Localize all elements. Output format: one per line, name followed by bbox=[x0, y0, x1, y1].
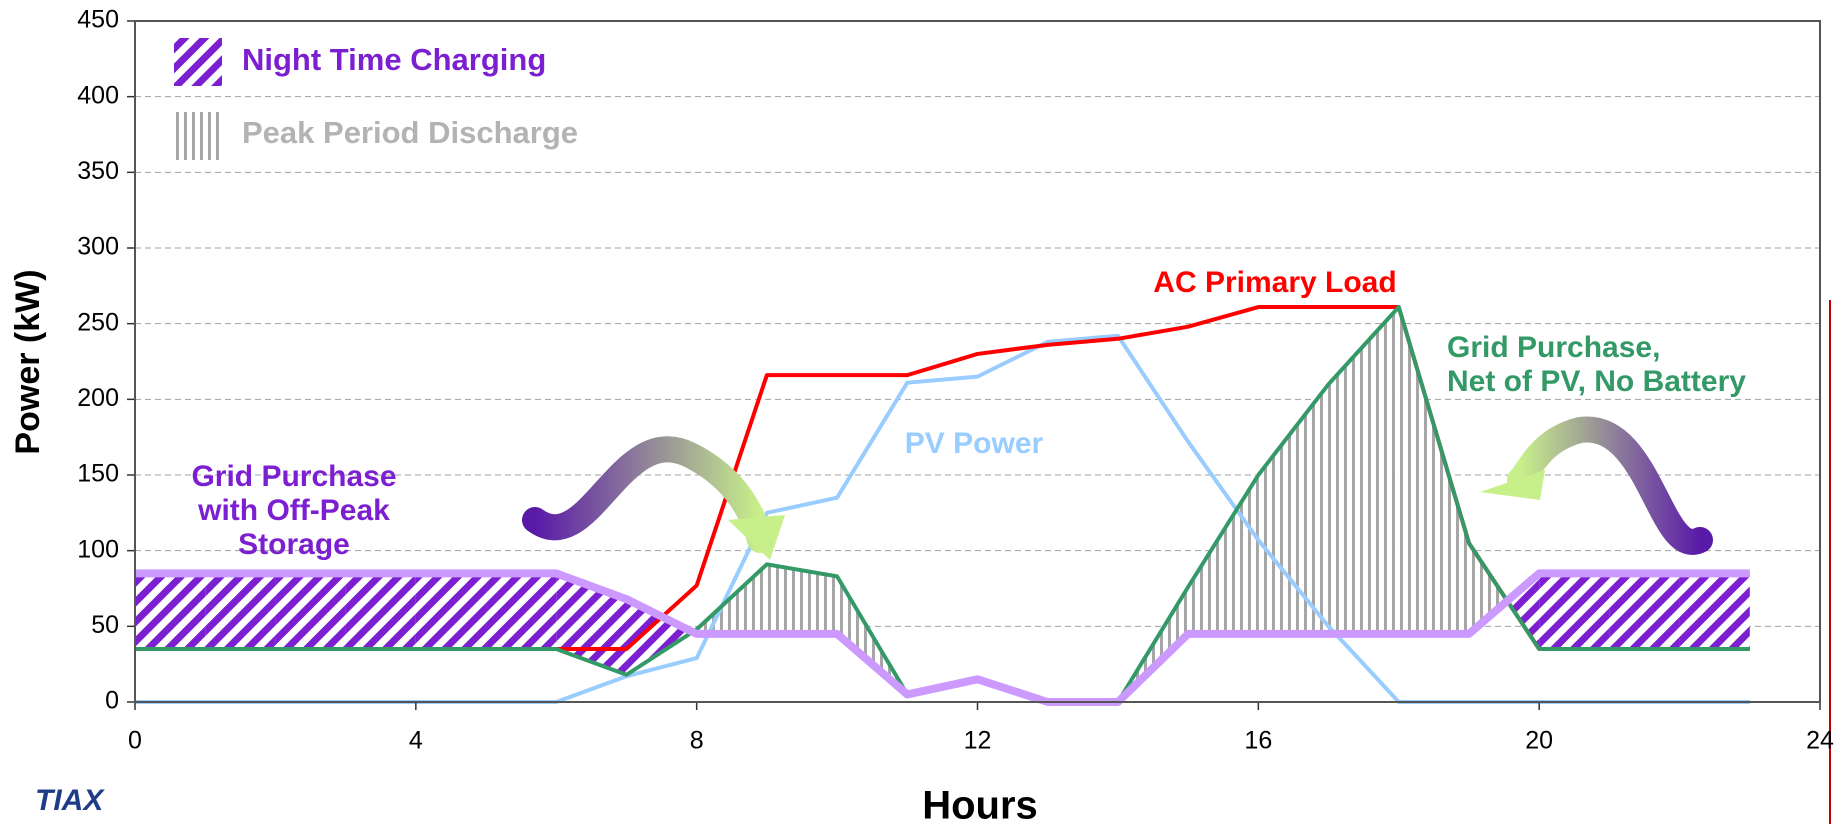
charging-area bbox=[135, 573, 205, 649]
legend-label: Night Time Charging bbox=[242, 42, 546, 77]
charging-area bbox=[205, 573, 275, 649]
y-tick-label: 300 bbox=[77, 233, 119, 261]
y-axis-title: Power (kW) bbox=[9, 269, 47, 454]
x-tick-label: 24 bbox=[1806, 727, 1834, 755]
discharge-area bbox=[1329, 307, 1399, 634]
x-tick-label: 20 bbox=[1525, 727, 1553, 755]
legend-swatch bbox=[174, 38, 222, 86]
x-tick-label: 12 bbox=[964, 727, 992, 755]
annotation: Grid Purchase, bbox=[1447, 331, 1660, 364]
x-tick-label: 4 bbox=[409, 727, 423, 755]
chart: Hours Power (kW) TIAX 050100150200250300… bbox=[0, 0, 1843, 824]
y-tick-label: 200 bbox=[77, 384, 119, 412]
annotation: Storage bbox=[238, 528, 350, 561]
x-tick-label: 16 bbox=[1244, 727, 1272, 755]
discharge-area bbox=[1188, 475, 1258, 634]
y-tick-label: 50 bbox=[91, 611, 119, 639]
legend-swatch bbox=[174, 112, 222, 160]
charging-area bbox=[275, 573, 345, 649]
y-tick-label: 100 bbox=[77, 535, 119, 563]
y-tick-label: 150 bbox=[77, 460, 119, 488]
y-tick-label: 250 bbox=[77, 308, 119, 336]
y-tick-label: 0 bbox=[105, 687, 119, 715]
annotation: AC Primary Load bbox=[1153, 266, 1396, 299]
annotation: PV Power bbox=[905, 427, 1044, 460]
y-tick-label: 350 bbox=[77, 157, 119, 185]
y-tick-label: 450 bbox=[77, 6, 119, 34]
charging-area bbox=[1680, 573, 1750, 649]
x-axis-title: Hours bbox=[922, 784, 1038, 824]
arrow-right bbox=[1480, 429, 1700, 541]
annotation: Grid Purchase bbox=[191, 460, 396, 493]
charging-area bbox=[1539, 573, 1609, 649]
arrow-left bbox=[535, 449, 785, 560]
annotation: Net of PV, No Battery bbox=[1447, 365, 1746, 398]
charging-area bbox=[1609, 573, 1679, 649]
charging-area bbox=[486, 573, 556, 649]
y-tick-label: 400 bbox=[77, 81, 119, 109]
x-tick-label: 8 bbox=[690, 727, 704, 755]
discharge-area bbox=[1258, 384, 1328, 634]
charging-area bbox=[416, 573, 486, 649]
logo: TIAX bbox=[35, 784, 105, 817]
legend-label: Peak Period Discharge bbox=[242, 115, 578, 150]
annotation: with Off-Peak bbox=[197, 494, 390, 527]
charging-area bbox=[346, 573, 416, 649]
x-tick-label: 0 bbox=[128, 727, 142, 755]
